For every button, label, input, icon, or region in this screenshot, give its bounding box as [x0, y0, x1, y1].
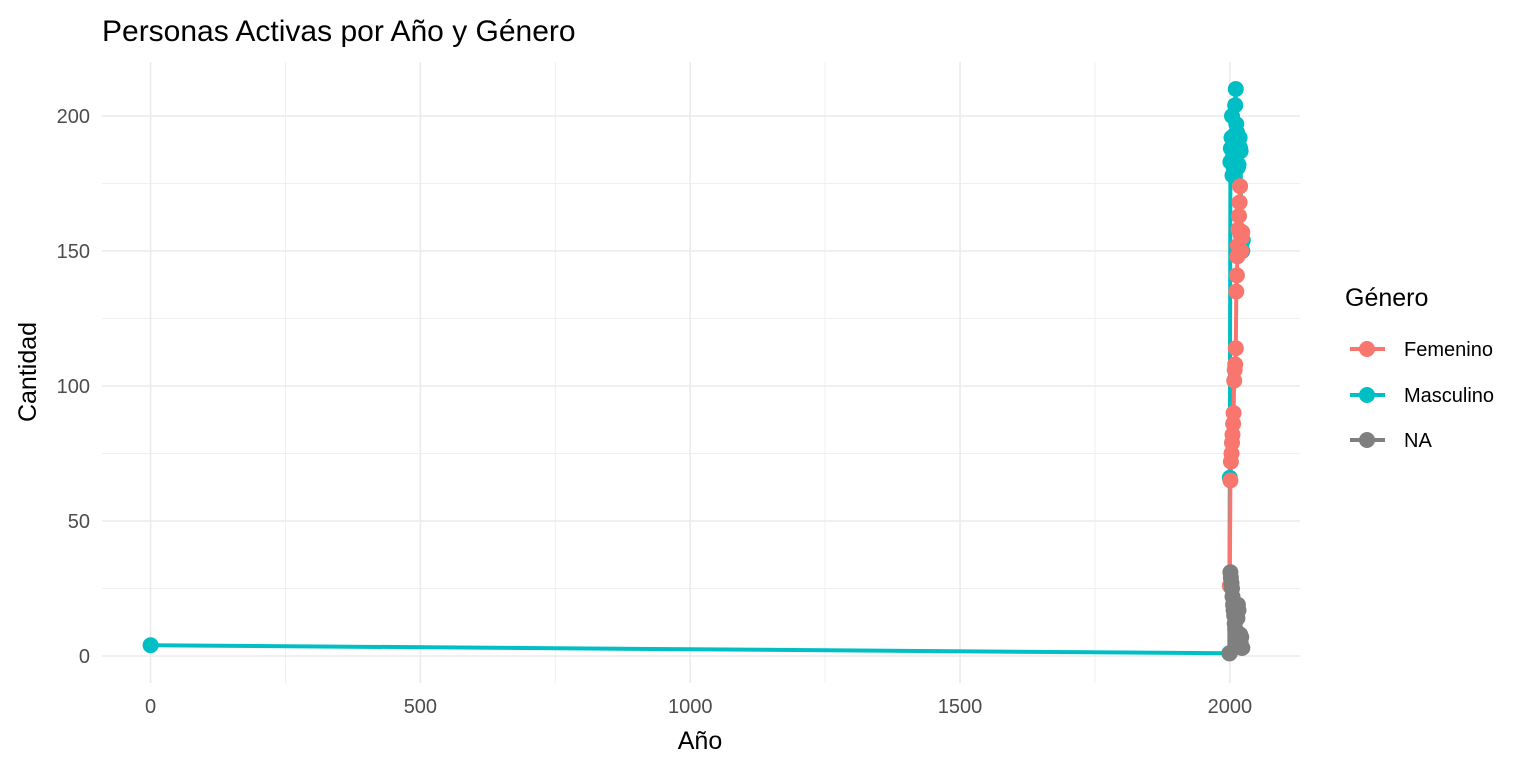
- x-tick-label: 1000: [668, 696, 713, 718]
- data-point-femenino: [1228, 267, 1245, 284]
- legend-key-marker: [1359, 341, 1375, 357]
- data-point-femenino: [1231, 207, 1247, 224]
- y-axis-title: Cantidad: [14, 322, 42, 422]
- grid: [102, 62, 1300, 683]
- y-tick-label: 100: [57, 376, 90, 398]
- legend: Género Femenino Masculino NA: [1345, 284, 1494, 452]
- data-point-femenino: [1233, 243, 1250, 259]
- legend-key-marker: [1359, 387, 1375, 403]
- y-tick-label: 150: [57, 241, 90, 263]
- y-tick-label: 200: [57, 106, 90, 128]
- data-point-femenino: [1231, 194, 1248, 211]
- data-point-na: [1234, 639, 1251, 656]
- legend-item-na: NA: [1350, 430, 1432, 452]
- data-point-femenino: [1234, 224, 1251, 241]
- data-point-femenino: [1227, 356, 1244, 373]
- legend-key-marker: [1359, 432, 1375, 448]
- data-point-na: [1230, 602, 1247, 619]
- legend-label-femenino: Femenino: [1404, 339, 1493, 361]
- data-point-masculino: [1230, 156, 1247, 173]
- data-point-femenino: [1228, 283, 1245, 300]
- data-point-femenino: [1227, 340, 1244, 357]
- data-point-masculino: [1227, 81, 1244, 97]
- data-point-femenino: [1232, 178, 1249, 195]
- chart-title: Personas Activas por Año y Género: [102, 15, 576, 48]
- x-tick-label: 2000: [1208, 696, 1253, 718]
- x-tick-label: 1500: [938, 696, 983, 718]
- data-point-femenino: [1225, 405, 1242, 421]
- series-line-masculino: [150, 87, 1245, 656]
- legend-label-masculino: Masculino: [1404, 385, 1494, 407]
- legend-title: Género: [1345, 284, 1428, 312]
- y-tick-label: 50: [68, 511, 90, 533]
- legend-label-na: NA: [1404, 430, 1432, 452]
- y-tick-label: 0: [79, 646, 90, 668]
- data-point-masculino: [142, 637, 159, 654]
- data-point-femenino: [1222, 472, 1239, 489]
- x-axis-title: Año: [678, 727, 722, 755]
- axes: 0 500 1000 1500 2000 0 50 100 150 200: [57, 106, 1252, 718]
- data-point-masculino: [1227, 97, 1244, 114]
- plot-area: [142, 81, 1251, 662]
- legend-item-masculino: Masculino: [1350, 385, 1494, 407]
- data-point-masculino: [1232, 143, 1249, 160]
- legend-item-femenino: Femenino: [1350, 339, 1493, 361]
- x-tick-label: 0: [145, 696, 156, 718]
- x-tick-label: 500: [404, 696, 437, 718]
